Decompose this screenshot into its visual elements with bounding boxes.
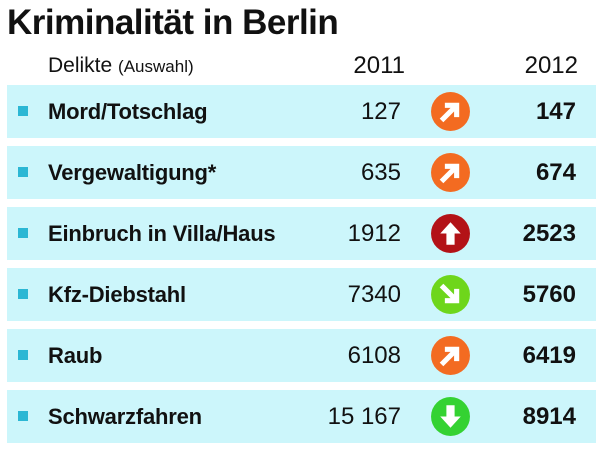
row-bullet xyxy=(18,228,28,238)
offense-name: Schwarzfahren xyxy=(48,404,202,429)
crime-table: Mord/Totschlag 127 147 Vergewaltigung* 6… xyxy=(7,85,596,443)
value-2011: 1912 xyxy=(347,220,401,247)
arrow-up-right-icon xyxy=(430,152,471,193)
value-2011: 6108 xyxy=(347,342,401,369)
value-2011: 127 xyxy=(360,98,401,125)
column-header-offenses-label: Delikte xyxy=(48,54,113,77)
arrow-down-right-icon xyxy=(430,274,471,315)
table-row: Schwarzfahren 15 167 8914 xyxy=(7,390,596,443)
table-row: Einbruch in Villa/Haus 1912 2523 xyxy=(7,207,596,260)
offense-name: Raub xyxy=(48,343,103,368)
row-bullet xyxy=(18,289,28,299)
offense-name: Mord/Totschlag xyxy=(48,99,208,124)
column-header-2011: 2011 xyxy=(353,52,405,79)
table-row: Raub 6108 6419 xyxy=(7,329,596,382)
value-2012: 674 xyxy=(535,159,576,186)
value-2012: 2523 xyxy=(522,220,576,247)
arrow-up-icon xyxy=(430,213,471,254)
column-header-offenses-note: (Auswahl) xyxy=(118,57,194,76)
offense-name: Kfz-Diebstahl xyxy=(48,282,186,307)
arrow-up-right-icon xyxy=(430,335,471,376)
value-2012: 147 xyxy=(535,98,576,125)
arrow-up-right-icon xyxy=(430,91,471,132)
table-row: Kfz-Diebstahl 7340 5760 xyxy=(7,268,596,321)
offense-name: Einbruch in Villa/Haus xyxy=(48,221,276,246)
column-header-2012: 2012 xyxy=(524,52,578,79)
arrow-down-icon xyxy=(430,396,471,437)
value-2012: 6419 xyxy=(522,342,576,369)
value-2011: 15 167 xyxy=(327,403,401,430)
row-bullet xyxy=(18,350,28,360)
value-2011: 7340 xyxy=(347,281,401,308)
value-2011: 635 xyxy=(360,159,401,186)
column-header-offenses: Delikte (Auswahl) xyxy=(48,50,194,82)
offense-name: Vergewaltigung* xyxy=(48,160,217,185)
page-title: Kriminalität in Berlin xyxy=(7,3,339,42)
row-bullet xyxy=(18,167,28,177)
value-2012: 8914 xyxy=(522,403,576,430)
value-2012: 5760 xyxy=(522,281,576,308)
row-bullet xyxy=(18,411,28,421)
table-row: Vergewaltigung* 635 674 xyxy=(7,146,596,199)
table-row: Mord/Totschlag 127 147 xyxy=(7,85,596,138)
row-bullet xyxy=(18,106,28,116)
